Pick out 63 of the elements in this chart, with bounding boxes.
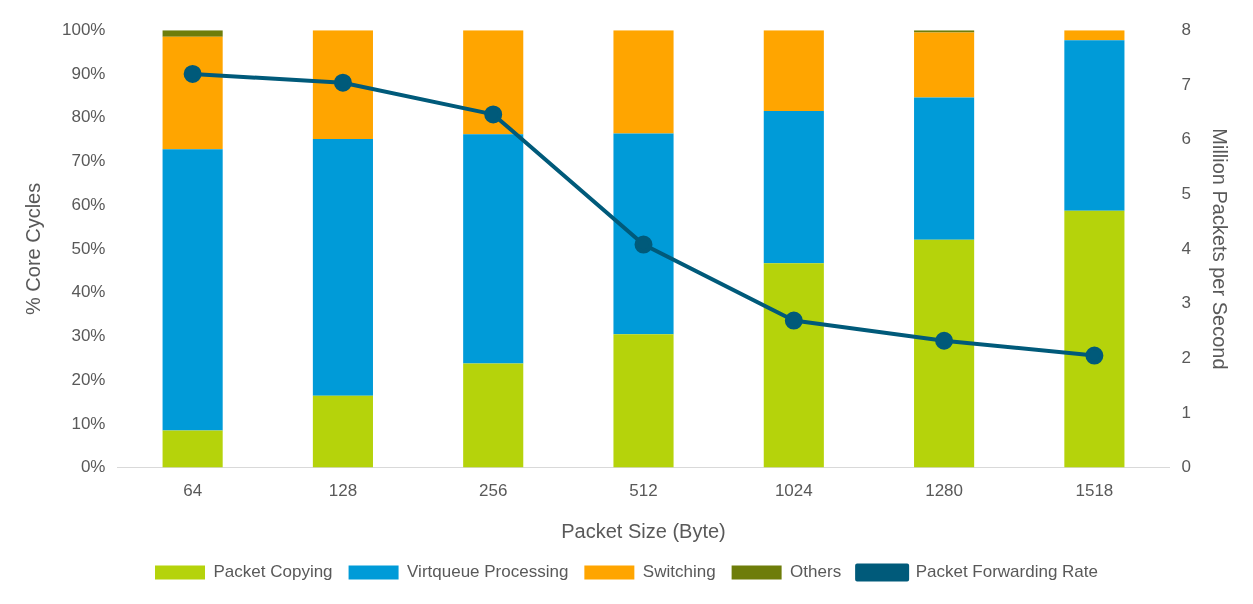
bar xyxy=(162,430,223,468)
y-tick-label: 40% xyxy=(71,282,106,302)
bar xyxy=(463,30,524,135)
y2-tick-label: 8 xyxy=(1181,19,1192,39)
y-axis-title: % Core Cycles xyxy=(21,182,44,316)
point xyxy=(634,235,653,254)
bar xyxy=(312,395,373,468)
bar xyxy=(1064,40,1125,211)
point xyxy=(784,311,803,330)
legend-label: Virtqueue Processing xyxy=(407,562,569,582)
y-tick-label: 30% xyxy=(71,326,106,346)
bar xyxy=(312,30,373,140)
x-tick-label: 256 xyxy=(479,481,508,501)
bar xyxy=(312,139,373,396)
x-tick-label: 1518 xyxy=(1075,481,1114,501)
bar xyxy=(914,239,975,468)
y-tick-label: 10% xyxy=(71,413,106,433)
bar xyxy=(613,334,674,468)
x-tick-label: 64 xyxy=(183,481,203,501)
y2-axis-title: Million Packets per Second xyxy=(1209,128,1232,370)
y2-tick-label: 7 xyxy=(1181,74,1192,94)
y-tick-label: 20% xyxy=(71,369,106,389)
bar xyxy=(162,36,223,150)
bar xyxy=(763,263,824,468)
y-tick-label: 50% xyxy=(71,238,106,258)
bar xyxy=(162,149,223,431)
point xyxy=(1085,346,1104,365)
y2-tick-label: 6 xyxy=(1181,129,1192,149)
bar xyxy=(914,97,975,240)
y2-tick-label: 3 xyxy=(1181,293,1192,313)
y2-tick-label: 2 xyxy=(1181,347,1192,367)
point xyxy=(183,64,202,83)
bar xyxy=(1064,210,1125,468)
x-tick-label: 1024 xyxy=(774,481,813,501)
y-tick-label: 80% xyxy=(71,107,106,127)
bar xyxy=(613,133,674,335)
bar xyxy=(763,30,824,112)
legend-label: Others xyxy=(790,562,842,582)
x-axis-title: Packet Size (Byte) xyxy=(561,519,726,542)
bar xyxy=(613,30,674,134)
bar xyxy=(162,30,223,37)
y-tick-label: 60% xyxy=(71,194,106,214)
y-tick-label: 0% xyxy=(80,457,106,477)
y-tick-label: 70% xyxy=(71,151,106,171)
y2-tick-label: 0 xyxy=(1181,457,1192,477)
y2-tick-label: 4 xyxy=(1181,238,1192,258)
point xyxy=(333,73,352,92)
bar xyxy=(763,111,824,264)
y-tick-label: 90% xyxy=(71,63,106,83)
bar xyxy=(463,363,524,468)
point xyxy=(484,105,503,124)
y2-tick-label: 5 xyxy=(1181,183,1192,203)
x-tick-label: 512 xyxy=(629,481,658,501)
x-tick-label: 1280 xyxy=(925,481,964,501)
point xyxy=(935,331,954,350)
y-tick-label: 100% xyxy=(62,19,106,39)
bar xyxy=(463,134,524,364)
bar xyxy=(914,32,975,98)
legend-label: Switching xyxy=(642,562,716,582)
y2-tick-label: 1 xyxy=(1181,402,1192,422)
x-tick-label: 128 xyxy=(328,481,358,501)
legend-label: Packet Copying xyxy=(213,562,333,582)
legend-label: Packet Forwarding Rate xyxy=(915,562,1099,582)
